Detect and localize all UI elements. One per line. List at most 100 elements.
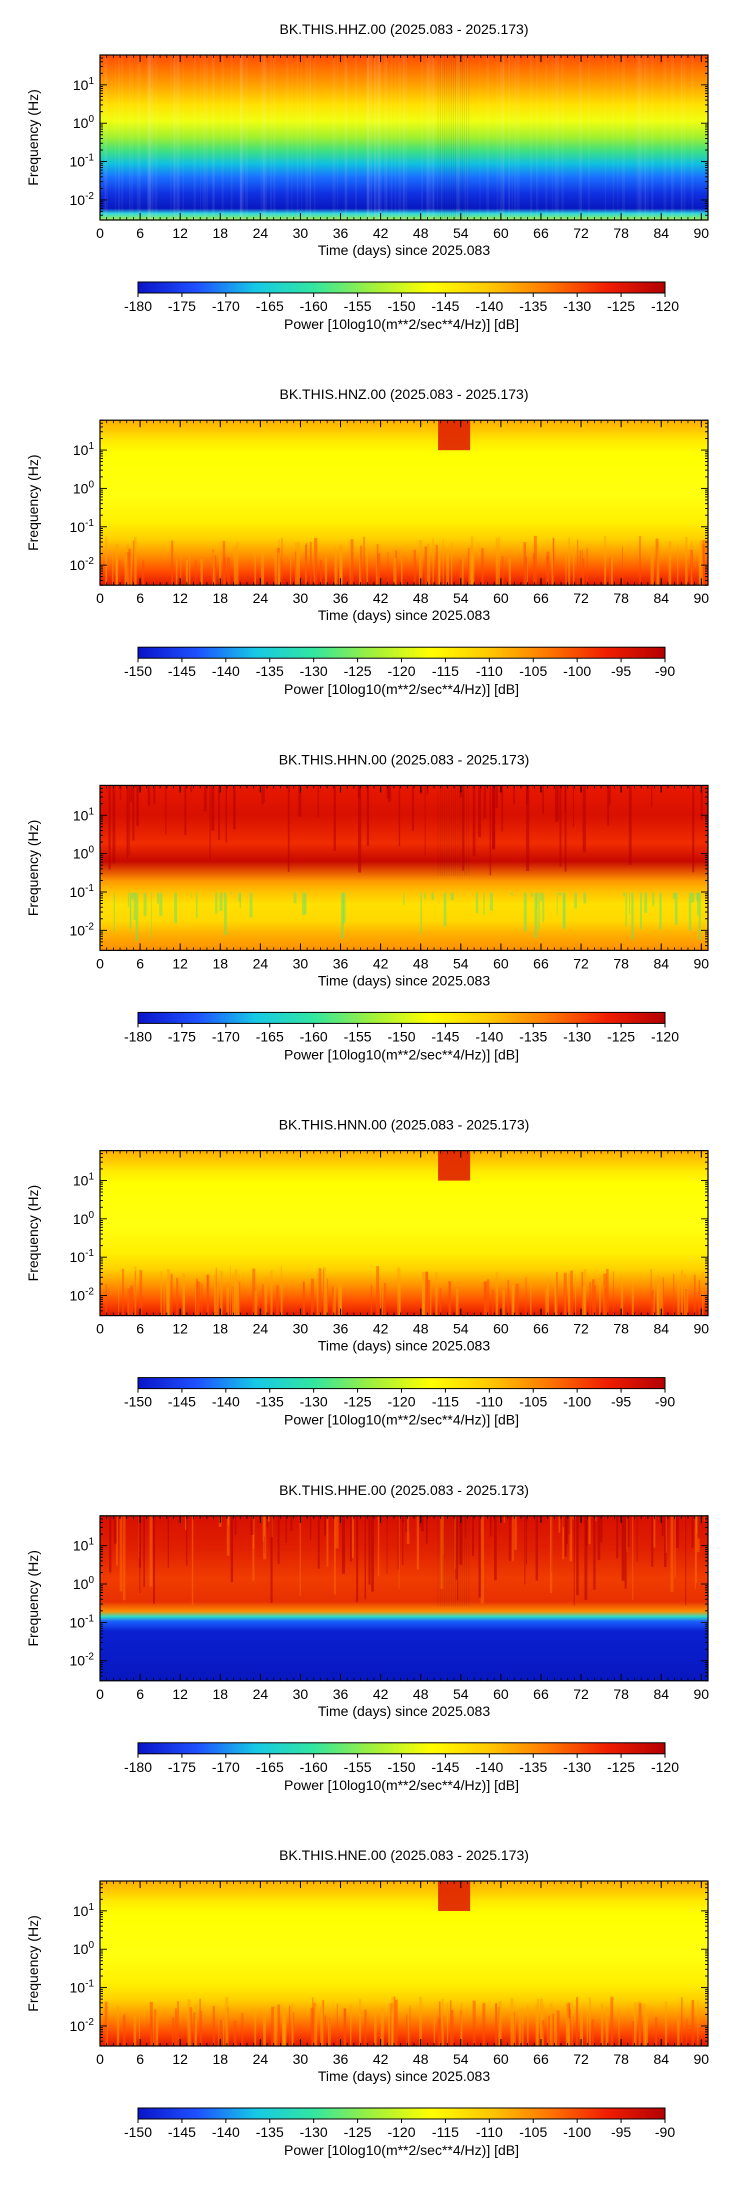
x-tick-label: 0 — [96, 1686, 104, 1702]
x-axis-label: Time (days) since 2025.083 — [318, 1703, 490, 1719]
colorbar — [137, 1377, 666, 1390]
x-tick-label: 48 — [413, 1321, 429, 1337]
x-tick-label: 72 — [573, 1686, 589, 1702]
colorbar-tick-label: -155 — [344, 1759, 372, 1775]
y-tick-label: 10-2 — [70, 921, 95, 938]
colorbar-tick-label: -130 — [563, 1028, 591, 1044]
colorbar-tick-label: -105 — [519, 2124, 547, 2140]
x-tick-label: 24 — [253, 1321, 269, 1337]
x-tick-label: 18 — [212, 1686, 228, 1702]
colorbar — [137, 281, 666, 294]
x-tick-label: 24 — [253, 1686, 269, 1702]
chart-title: BK.THIS.HNE.00 (2025.083 - 2025.173) — [279, 1847, 529, 1863]
x-tick-label: 60 — [493, 1321, 509, 1337]
x-tick-label: 6 — [136, 955, 144, 971]
colorbar-tick-label: -180 — [124, 1759, 152, 1775]
colorbar-tick-label: -150 — [387, 1028, 415, 1044]
chart-panel-3: BK.THIS.HNN.00 (2025.083 - 2025.173) 0 6 12… — [25, 1117, 709, 1428]
x-tick-label: 30 — [293, 590, 309, 606]
colorbar-tick-label: -170 — [212, 1028, 240, 1044]
x-tick-label: 18 — [212, 2051, 228, 2067]
x-tick-label: 72 — [573, 590, 589, 606]
y-tick-label: 10-2 — [70, 2017, 95, 2034]
colorbar-tick-label: -145 — [431, 1028, 459, 1044]
x-tick-label: 12 — [172, 1321, 188, 1337]
x-tick-label: 54 — [453, 2051, 469, 2067]
colorbar-tick-label: -135 — [519, 1028, 547, 1044]
x-tick-label: 42 — [373, 955, 389, 971]
x-tick-label: 30 — [293, 1686, 309, 1702]
chart-panel-2: BK.THIS.HHN.00 (2025.083 - 2025.173) 0 6 12… — [25, 751, 709, 1062]
x-tick-label: 60 — [493, 2051, 509, 2067]
y-tick-label: 101 — [73, 1171, 95, 1188]
x-tick-label: 48 — [413, 955, 429, 971]
colorbar — [137, 2107, 666, 2120]
x-tick-label: 48 — [413, 2051, 429, 2067]
colorbar-tick-label: -105 — [519, 663, 547, 679]
x-tick-label: 48 — [413, 590, 429, 606]
y-tick-label: 100 — [73, 1210, 95, 1227]
colorbar-tick-label: -125 — [607, 1028, 635, 1044]
x-tick-label: 84 — [653, 955, 669, 971]
y-tick-label: 10-2 — [70, 1287, 95, 1304]
colorbar-tick-label: -95 — [611, 2124, 631, 2140]
x-tick-label: 36 — [333, 955, 349, 971]
colorbar-tick-label: -165 — [256, 298, 284, 314]
x-tick-label: 84 — [653, 2051, 669, 2067]
colorbar-tick-label: -115 — [432, 1394, 459, 1410]
colorbar-tick-label: -150 — [124, 2124, 152, 2140]
x-tick-label: 36 — [333, 1321, 349, 1337]
gap-band — [438, 1150, 471, 1181]
x-tick-label: 6 — [136, 225, 144, 241]
colorbar-label: Power [10log10(m**2/sec**4/Hz)] [dB] — [284, 1777, 519, 1793]
colorbar-tick-label: -150 — [387, 298, 415, 314]
colorbar-label: Power [10log10(m**2/sec**4/Hz)] [dB] — [284, 316, 519, 332]
colorbar-tick-label: -125 — [607, 298, 635, 314]
x-tick-label: 78 — [613, 1321, 629, 1337]
x-tick-label: 36 — [333, 2051, 349, 2067]
colorbar — [137, 1742, 666, 1755]
y-tick-label: 10-1 — [70, 883, 95, 900]
spectrogram-texture — [108, 785, 703, 941]
spectrogram-texture — [109, 1515, 705, 1607]
colorbar-tick-label: -145 — [168, 1394, 196, 1410]
colorbar-tick-label: -150 — [124, 1394, 152, 1410]
colorbar-label: Power [10log10(m**2/sec**4/Hz)] [dB] — [284, 2142, 519, 2158]
chart-panel-5: BK.THIS.HNE.00 (2025.083 - 2025.173) 0 6 12… — [25, 1847, 709, 2158]
y-axis-label: Frequency (Hz) — [25, 1185, 41, 1281]
gap-band — [438, 420, 471, 451]
colorbar-tick-label: -155 — [344, 298, 372, 314]
colorbar — [137, 646, 666, 659]
x-tick-label: 6 — [136, 1686, 144, 1702]
colorbar-tick-label: -160 — [300, 1028, 328, 1044]
x-tick-label: 0 — [96, 955, 104, 971]
x-tick-label: 36 — [333, 225, 349, 241]
x-tick-label: 60 — [493, 1686, 509, 1702]
colorbar-tick-label: -90 — [655, 2124, 675, 2140]
x-tick-label: 30 — [293, 225, 309, 241]
colorbar-tick-label: -95 — [611, 1394, 631, 1410]
colorbar-tick-label: -150 — [387, 1759, 415, 1775]
y-tick-label: 101 — [73, 806, 95, 823]
x-tick-label: 84 — [653, 590, 669, 606]
colorbar-tick-label: -160 — [300, 298, 328, 314]
colorbar-tick-label: -180 — [124, 298, 152, 314]
x-tick-label: 84 — [653, 225, 669, 241]
x-axis-label: Time (days) since 2025.083 — [318, 607, 490, 623]
y-axis-label: Frequency (Hz) — [25, 1550, 41, 1646]
colorbar-tick-label: -165 — [256, 1028, 284, 1044]
colorbar-tick-label: -180 — [124, 1028, 152, 1044]
colorbar-tick-label: -100 — [563, 2124, 591, 2140]
x-tick-label: 48 — [413, 1686, 429, 1702]
y-tick-label: 10-2 — [70, 191, 95, 208]
x-tick-label: 54 — [453, 225, 469, 241]
colorbar-tick-label: -125 — [607, 1759, 635, 1775]
spectrogram-heatmap — [100, 785, 708, 951]
x-tick-label: 24 — [253, 2051, 269, 2067]
colorbar-tick-label: -110 — [476, 2124, 503, 2140]
y-axis-label: Frequency (Hz) — [25, 89, 41, 185]
x-tick-label: 66 — [533, 225, 549, 241]
chart-title: BK.THIS.HNN.00 (2025.083 - 2025.173) — [279, 1117, 530, 1133]
colorbar-tick-label: -145 — [168, 2124, 196, 2140]
y-tick-label: 100 — [73, 114, 95, 131]
